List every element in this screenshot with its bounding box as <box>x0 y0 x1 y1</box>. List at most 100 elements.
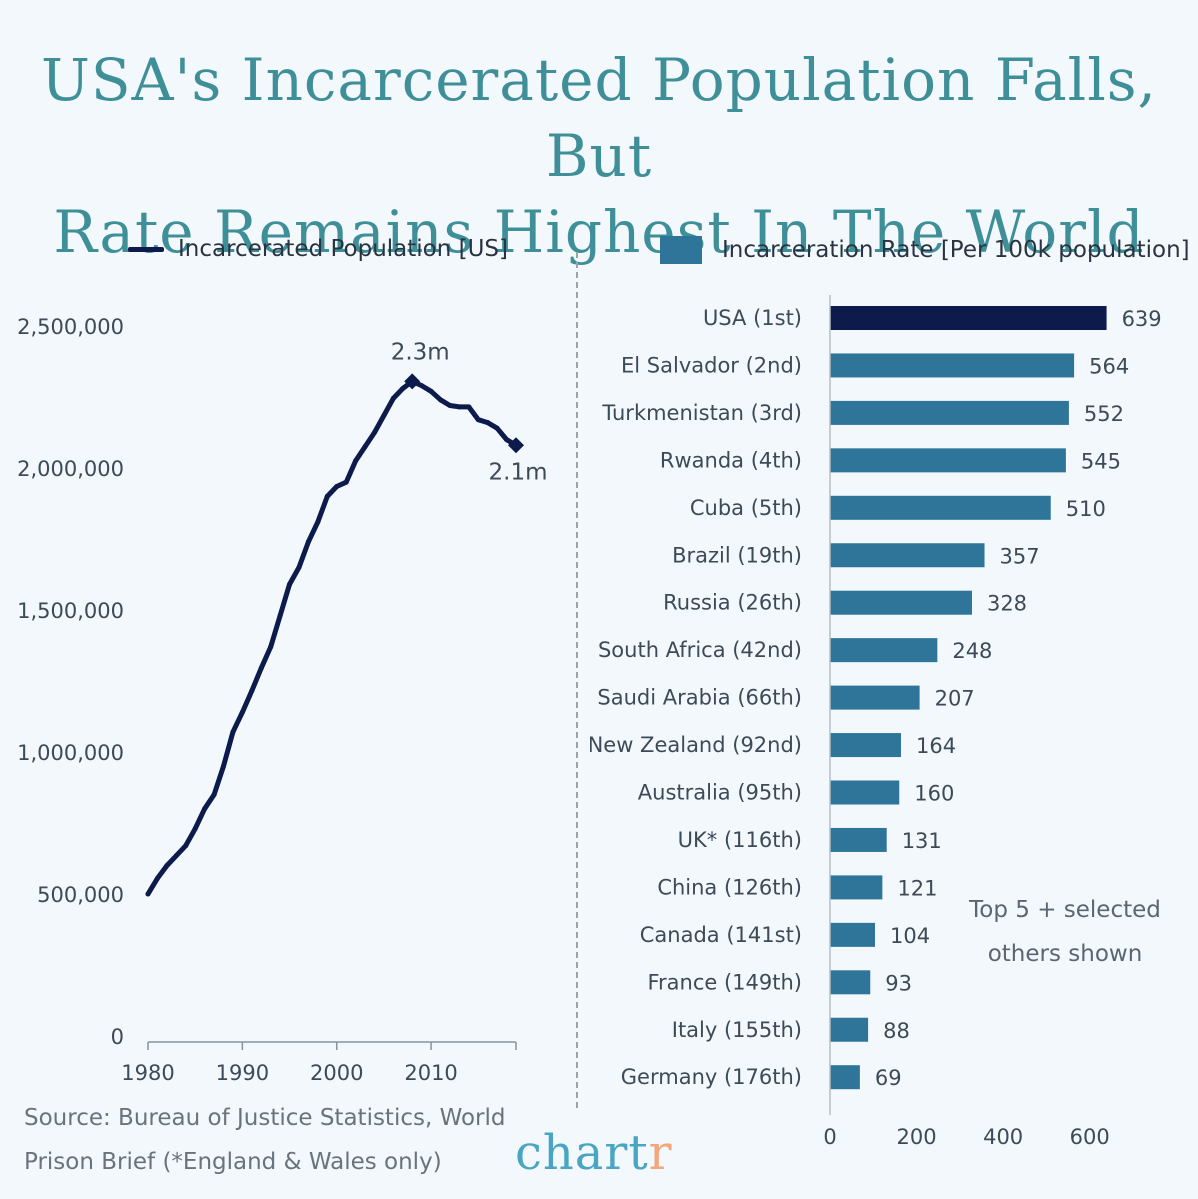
population-data-point <box>277 613 283 619</box>
bar-value-label: 104 <box>890 924 930 948</box>
source-line-1: Source: Bureau of Justice Statistics, Wo… <box>24 1105 506 1131</box>
rate-bar <box>830 922 876 947</box>
population-data-point <box>154 875 160 881</box>
bar-x-tick-label: 0 <box>823 1125 836 1149</box>
rate-bar <box>830 827 887 852</box>
rate-bar <box>830 970 871 995</box>
population-data-point <box>390 395 396 401</box>
title-line-2: Rate Remains Highest In The World <box>53 198 1145 266</box>
population-data-point <box>324 493 330 499</box>
bar-category-label: France (149th) <box>647 970 802 994</box>
population-data-point <box>145 891 151 897</box>
population-data-point <box>438 397 444 403</box>
population-data-point <box>475 417 481 423</box>
y-tick-label: 0 <box>111 1025 124 1049</box>
bar-value-label: 564 <box>1089 354 1129 378</box>
population-data-point <box>381 412 387 418</box>
population-data-point <box>343 479 349 485</box>
bar-legend-label: Incarceration Rate [Per 100k population] <box>722 237 1190 263</box>
rate-bar <box>830 306 1107 330</box>
bar-value-label: 131 <box>902 829 942 853</box>
population-data-point <box>296 564 302 570</box>
y-tick-label: 2,000,000 <box>17 457 124 481</box>
bar-category-label: USA (1st) <box>703 306 802 330</box>
rate-bar <box>830 495 1051 520</box>
rate-bar <box>830 1065 860 1090</box>
bar-category-label: Rwanda (4th) <box>660 448 802 472</box>
y-tick-label: 1,500,000 <box>17 599 124 623</box>
line-legend: Incarcerated Population [US] <box>128 236 508 262</box>
bar-category-label: Cuba (5th) <box>690 496 802 520</box>
bar-value-label: 121 <box>897 876 937 900</box>
note-line-2: others shown <box>987 941 1143 967</box>
line-legend-label: Incarcerated Population [US] <box>178 236 509 262</box>
bar-value-label: 328 <box>987 592 1027 616</box>
population-data-point <box>485 420 491 426</box>
population-data-point <box>211 792 217 798</box>
x-tick-label: 2000 <box>310 1061 363 1085</box>
bar-value-label: 545 <box>1081 449 1121 473</box>
bar-value-label: 207 <box>935 687 975 711</box>
chart-title: USA's Incarcerated Population Falls, But… <box>0 42 1198 270</box>
rate-bar <box>830 875 883 900</box>
annotation-marker <box>404 373 421 390</box>
population-data-point <box>192 826 198 832</box>
population-data-point <box>466 404 472 410</box>
rate-bar <box>830 353 1075 378</box>
source-line-2: Prison Brief (*England & Wales only) <box>24 1149 442 1175</box>
population-data-point <box>400 385 406 391</box>
population-data-point <box>315 519 321 525</box>
bar-category-label: El Salvador (2nd) <box>621 353 802 377</box>
population-data-point <box>334 483 340 489</box>
bar-category-label: Russia (26th) <box>663 591 802 615</box>
population-data-point <box>220 763 226 769</box>
y-tick-label: 500,000 <box>37 883 124 907</box>
bar-category-label: Germany (176th) <box>621 1065 802 1089</box>
population-data-point <box>428 388 434 394</box>
rate-bar <box>830 780 900 805</box>
population-data-point <box>202 806 208 812</box>
panel-divider <box>576 252 578 1108</box>
note-line-1: Top 5 + selected <box>969 897 1161 923</box>
population-data-point <box>173 853 179 859</box>
population-data-point <box>183 843 189 849</box>
bar-value-label: 160 <box>914 782 954 806</box>
rate-bar <box>830 685 920 710</box>
bar-category-label: Saudi Arabia (66th) <box>597 686 802 710</box>
x-tick-label: 2010 <box>404 1061 457 1085</box>
annotation-label: 2.1m <box>489 459 548 485</box>
bar-value-label: 248 <box>952 639 992 663</box>
bar-category-label: Australia (95th) <box>638 781 802 805</box>
x-tick-label: 1990 <box>216 1061 269 1085</box>
population-data-point <box>164 863 170 869</box>
bar-category-label: UK* (116th) <box>678 828 802 852</box>
population-data-point <box>258 665 264 671</box>
population-data-point <box>494 425 500 431</box>
population-data-point <box>456 404 462 410</box>
population-data-point <box>268 644 274 650</box>
population-line-chart: 0 500,000 1,000,000 1,500,000 2,000,000 2,500… <box>17 315 548 1085</box>
rate-bar <box>830 733 901 758</box>
bar-category-label: Canada (141st) <box>640 923 802 947</box>
bar-category-label: China (126th) <box>657 875 802 899</box>
brand-logo: chartr <box>515 1125 673 1181</box>
brand-main: chart <box>515 1125 649 1181</box>
bar-value-label: 357 <box>1000 544 1040 568</box>
bar-value-label: 93 <box>885 971 912 995</box>
line-legend-swatch <box>128 246 164 252</box>
bar-category-label: South Africa (42nd) <box>598 638 802 662</box>
population-data-point <box>419 383 425 389</box>
population-data-point <box>239 709 245 715</box>
chart-note: Top 5 + selected others shown <box>950 888 1180 976</box>
rate-bar <box>830 400 1069 425</box>
bar-x-tick-label: 400 <box>983 1125 1023 1149</box>
bar-value-label: 639 <box>1122 307 1162 331</box>
bar-category-label: Brazil (19th) <box>672 543 802 567</box>
bar-category-label: Italy (155th) <box>672 1018 802 1042</box>
bar-category-label: Turkmenistan (3rd) <box>601 401 802 425</box>
population-series-line <box>145 378 519 897</box>
bar-value-label: 510 <box>1066 497 1106 521</box>
bar-value-label: 88 <box>883 1019 910 1043</box>
bar-category-label: New Zealand (92nd) <box>590 733 802 757</box>
rate-bar <box>830 590 972 615</box>
